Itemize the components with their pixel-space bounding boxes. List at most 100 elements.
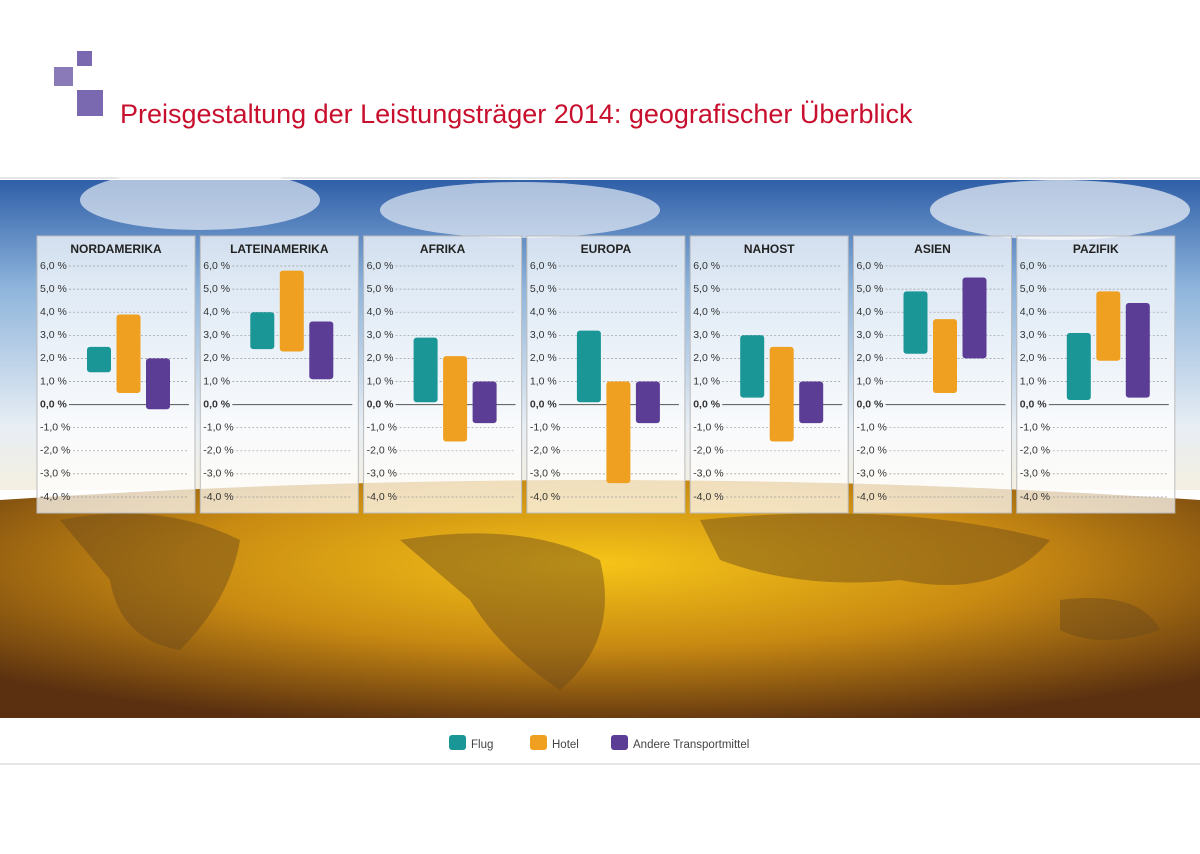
cloud (80, 170, 320, 230)
range-bar (1125, 302, 1150, 398)
y-tick-label: 5,0 % (857, 283, 884, 295)
y-tick-label: -4,0 % (857, 491, 887, 503)
panel-title: LATEINAMERIKA (230, 242, 329, 256)
legend: Flug Hotel Andere Transportmittel (449, 735, 749, 751)
range-bar (799, 381, 824, 424)
y-tick-label: 1,0 % (40, 375, 67, 387)
y-tick-label: 1,0 % (530, 375, 557, 387)
earth (0, 480, 1200, 718)
range-bar (740, 335, 765, 398)
range-bar (472, 381, 497, 424)
range-bar (1066, 332, 1091, 400)
y-tick-label: 2,0 % (1020, 352, 1047, 364)
legend-label: Flug (471, 739, 493, 751)
y-tick-label: 3,0 % (367, 329, 394, 341)
y-tick-label: 1,0 % (857, 375, 884, 387)
y-tick-label: 5,0 % (203, 283, 230, 295)
y-tick-label: 4,0 % (203, 306, 230, 318)
y-tick-label: -4,0 % (203, 491, 233, 503)
y-tick-label: -1,0 % (857, 421, 887, 433)
y-tick-label: -3,0 % (40, 468, 70, 480)
y-tick-label: 4,0 % (40, 306, 67, 318)
y-tick-label: 3,0 % (203, 329, 230, 341)
y-tick-label: 3,0 % (40, 329, 67, 341)
legend-label: Hotel (552, 739, 579, 751)
y-tick-label: 2,0 % (857, 352, 884, 364)
panel-title: NAHOST (744, 242, 795, 256)
y-tick-label: -2,0 % (203, 445, 233, 457)
y-tick-label: -3,0 % (530, 468, 560, 480)
y-tick-label: 0,0 % (367, 398, 395, 410)
page-title: Preisgestaltung der Leistungsträger 2014… (120, 99, 913, 129)
y-tick-label: -4,0 % (367, 491, 397, 503)
y-tick-label: 4,0 % (530, 306, 557, 318)
y-tick-label: -2,0 % (530, 445, 560, 457)
cloud (380, 182, 660, 238)
range-bar (933, 319, 957, 394)
y-tick-label: -1,0 % (203, 421, 233, 433)
y-tick-label: 5,0 % (367, 283, 394, 295)
range-bar (87, 346, 111, 373)
y-tick-label: 0,0 % (40, 398, 68, 410)
y-tick-label: 2,0 % (203, 352, 230, 364)
y-tick-label: -2,0 % (367, 445, 397, 457)
y-tick-label: 1,0 % (1020, 375, 1047, 387)
y-tick-label: -2,0 % (1020, 445, 1050, 457)
continents (60, 513, 1160, 690)
range-bar (635, 381, 660, 424)
panel (526, 235, 686, 514)
y-tick-label: 3,0 % (693, 329, 720, 341)
y-tick-label: 0,0 % (857, 398, 885, 410)
y-tick-label: 3,0 % (857, 329, 884, 341)
y-tick-label: 4,0 % (857, 306, 884, 318)
y-tick-label: 5,0 % (693, 283, 720, 295)
range-bar (576, 330, 601, 403)
y-tick-label: 4,0 % (367, 306, 394, 318)
y-tick-label: 1,0 % (693, 375, 720, 387)
y-tick-label: -1,0 % (367, 421, 397, 433)
y-tick-label: 4,0 % (693, 306, 720, 318)
y-tick-label: 5,0 % (1020, 283, 1047, 295)
range-bar (962, 277, 987, 359)
y-tick-label: 1,0 % (367, 375, 394, 387)
y-tick-label: 6,0 % (693, 260, 720, 272)
range-bar (116, 314, 141, 394)
panel (363, 235, 523, 514)
y-tick-label: 6,0 % (40, 260, 67, 272)
y-tick-label: -2,0 % (40, 445, 70, 457)
panel-title: EUROPA (581, 242, 632, 256)
y-tick-label: -3,0 % (203, 468, 233, 480)
y-tick-label: 6,0 % (857, 260, 884, 272)
legend-label: Andere Transportmittel (633, 739, 749, 751)
range-bar (606, 381, 631, 484)
logo-square (77, 51, 92, 66)
legend-swatch (611, 735, 628, 750)
y-tick-label: -4,0 % (530, 491, 560, 503)
range-bar (443, 356, 468, 442)
y-tick-label: 3,0 % (530, 329, 557, 341)
y-tick-label: -3,0 % (693, 468, 723, 480)
panel (689, 235, 849, 514)
y-tick-label: -1,0 % (40, 421, 70, 433)
range-bar (1096, 291, 1121, 361)
y-tick-label: -4,0 % (40, 491, 70, 503)
logo-square (54, 67, 73, 86)
y-tick-label: -3,0 % (857, 468, 887, 480)
y-tick-label: 2,0 % (530, 352, 557, 364)
range-bar (250, 312, 275, 350)
range-bar (146, 358, 170, 410)
y-tick-label: 2,0 % (693, 352, 720, 364)
y-tick-label: 2,0 % (40, 352, 67, 364)
y-tick-label: 6,0 % (530, 260, 557, 272)
range-bar (309, 321, 334, 380)
y-tick-label: -3,0 % (1020, 468, 1050, 480)
range-bar (903, 291, 928, 354)
y-tick-label: 4,0 % (1020, 306, 1047, 318)
y-tick-label: 5,0 % (40, 283, 67, 295)
legend-swatch (530, 735, 547, 750)
panel-title: AFRIKA (420, 242, 466, 256)
y-tick-label: -1,0 % (693, 421, 723, 433)
panel-title: NORDAMERIKA (70, 242, 162, 256)
